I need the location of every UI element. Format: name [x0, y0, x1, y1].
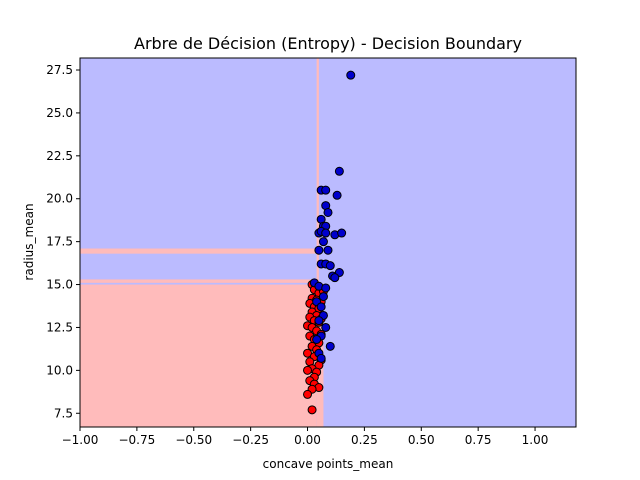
x-tick-label: −0.50	[175, 433, 212, 447]
data-point-class0	[303, 365, 313, 375]
y-tick-label: 10.0	[46, 363, 73, 377]
decision-region-class0	[80, 284, 317, 427]
x-tick-label: 0.00	[294, 433, 321, 447]
x-axis-label: concave points_mean	[263, 457, 394, 471]
y-tick-label: 7.5	[54, 406, 73, 420]
data-point-class1	[337, 228, 347, 238]
y-tick-label: 15.0	[46, 278, 73, 292]
decision-region-class0	[316, 58, 319, 285]
data-point-class1	[314, 316, 324, 326]
data-point-class1	[325, 341, 335, 351]
data-point-class0	[307, 405, 317, 415]
data-point-class1	[321, 185, 331, 195]
x-tick-label: 1.00	[522, 433, 549, 447]
data-point-class1	[316, 353, 326, 363]
x-tick-label: 0.25	[351, 433, 378, 447]
data-point-class1	[346, 70, 356, 80]
x-tick-label: −0.75	[118, 433, 155, 447]
x-axis-ticks: −1.00 −0.75 −0.50 −0.25 0.00 0.25 0.50 0.75 1.00	[62, 427, 549, 447]
x-tick-label: −1.00	[62, 433, 99, 447]
data-point-class0	[303, 389, 313, 399]
data-point-class1	[323, 245, 333, 255]
decision-region-class0	[80, 248, 316, 254]
data-point-class1	[332, 190, 342, 200]
data-point-class1	[321, 283, 331, 293]
y-axis-ticks: 7.5 10.0 12.5 15.0 17.5 20.0 22.5 25.0 27.5	[46, 63, 80, 420]
data-point-class1	[325, 261, 335, 271]
plot-frame	[79, 57, 577, 428]
chart-title: Arbre de Décision (Entropy) - Decision B…	[134, 34, 522, 53]
x-tick-label: 0.50	[408, 433, 435, 447]
y-tick-label: 27.5	[46, 63, 73, 77]
y-axis-label: radius_mean	[22, 203, 36, 280]
data-point-class1	[314, 245, 324, 255]
data-point-class1	[321, 322, 331, 332]
decision-regions	[80, 58, 576, 427]
data-point-class1	[318, 292, 328, 302]
y-tick-label: 22.5	[46, 149, 73, 163]
x-tick-label: 0.75	[465, 433, 492, 447]
data-point-class1	[318, 237, 328, 247]
y-tick-label: 12.5	[46, 320, 73, 334]
data-point-class1	[334, 166, 344, 176]
x-tick-label: −0.25	[232, 433, 269, 447]
y-tick-label: 17.5	[46, 235, 73, 249]
y-tick-label: 25.0	[46, 106, 73, 120]
scatter-points	[303, 70, 356, 415]
data-point-class1	[330, 273, 340, 283]
data-point-class1	[312, 334, 322, 344]
data-point-class1	[321, 228, 331, 238]
data-point-class1	[316, 302, 326, 312]
data-point-class1	[323, 207, 333, 217]
decision-region-class0	[80, 279, 317, 283]
y-tick-label: 20.0	[46, 192, 73, 206]
